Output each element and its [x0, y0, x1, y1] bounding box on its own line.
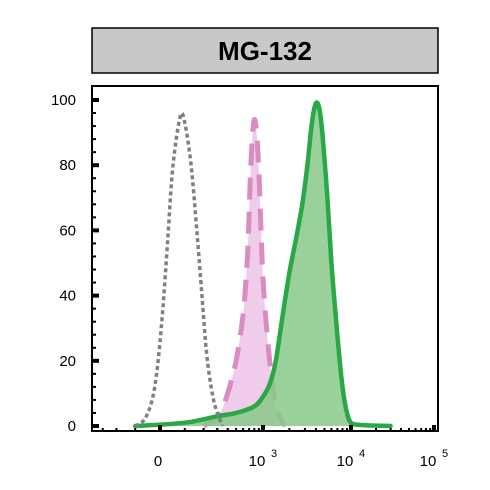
series-line-0	[134, 111, 225, 428]
series-solid-green-filled	[132, 100, 393, 429]
y-tick-label: 20	[59, 353, 76, 370]
title-box: MG-132	[91, 27, 439, 74]
x-tick-exponent: 3	[271, 448, 277, 460]
series-area-1	[203, 119, 286, 427]
x-tick-exponent: 4	[359, 448, 365, 460]
x-tick-label: 10	[337, 453, 354, 470]
y-tick-label: 60	[59, 222, 76, 239]
x-tick-label: 10	[420, 453, 437, 470]
chart-title: MG-132	[218, 36, 312, 66]
y-tick-label: 80	[59, 157, 76, 174]
y-tick-label: 40	[59, 288, 76, 305]
x-tick-exponent: 5	[442, 448, 448, 460]
y-tick-label: 0	[68, 418, 76, 435]
series-layer	[132, 100, 393, 429]
series-line-2	[132, 100, 393, 429]
series-dotted-gray-no-fill	[134, 111, 225, 428]
title-background	[91, 27, 439, 74]
axis-layer: 0 20 40 60 80 100 0 10 3 10 4 10 5	[51, 92, 448, 470]
x-tick-label: 10	[249, 453, 266, 470]
series-area-2	[135, 102, 391, 426]
series-line-1	[202, 116, 288, 429]
series-dashed-pink-filled	[202, 116, 288, 429]
y-tick-label: 100	[51, 92, 76, 109]
x-tick-label: 0	[154, 453, 162, 470]
